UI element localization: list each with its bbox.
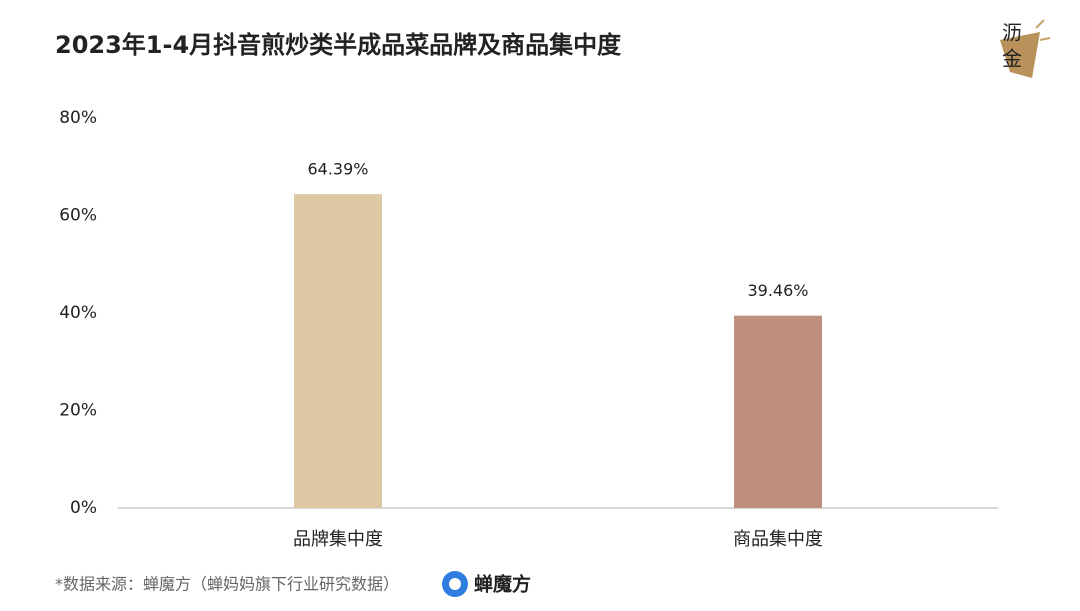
brand-shape [1000,32,1040,78]
logo-icon-inner [449,578,461,590]
y-tick-label: 80% [59,108,97,128]
y-tick-label: 40% [59,303,97,323]
brand-ray [1039,37,1051,41]
y-tick-label: 20% [59,401,97,421]
brand-text: 沥 [1002,21,1022,45]
bar [294,194,382,508]
y-tick-label: 0% [70,498,97,518]
source-logo: 蝉魔方 [442,571,531,597]
brand-logo: 沥 金 [1000,19,1051,78]
source-note: *数据来源：蝉魔方（蝉妈妈旗下行业研究数据） [55,575,399,594]
brand-ray [1035,19,1045,29]
y-tick-label: 60% [59,206,97,226]
bar [734,315,822,508]
value-label: 39.46% [747,281,808,300]
brand-text: 金 [1002,47,1022,71]
x-tick-label: 商品集中度 [733,529,823,550]
value-label: 64.39% [307,160,368,179]
logo-text: 蝉魔方 [474,573,531,596]
chart-title: 2023年1-4月抖音煎炒类半成品菜品牌及商品集中度 [55,31,622,59]
x-tick-label: 品牌集中度 [293,529,383,550]
